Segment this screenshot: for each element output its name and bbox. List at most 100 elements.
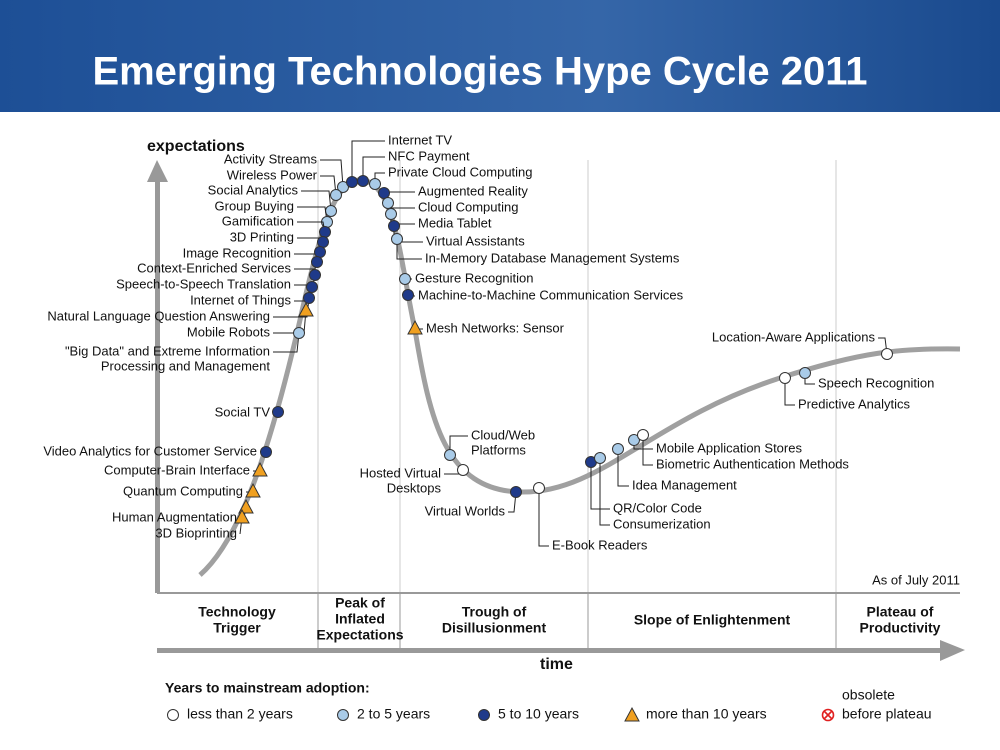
circle-marker (317, 236, 329, 248)
label: Cloud/Web (471, 427, 535, 442)
header-band (0, 0, 1000, 112)
leader-line (617, 449, 629, 487)
circle-marker (337, 709, 349, 721)
title: Emerging Technologies Hype Cycle 2011 (92, 50, 867, 94)
circle-marker (311, 256, 323, 268)
label: Disillusionment (442, 620, 547, 636)
label: Idea Management (632, 477, 737, 492)
leader-line (362, 156, 385, 181)
label: Internet of Things (190, 292, 291, 307)
leader-line (599, 458, 610, 526)
label: Consumerization (613, 516, 711, 531)
label: Desktops (387, 480, 442, 495)
label: Speech-to-Speech Translation (116, 276, 291, 291)
label: Biometric Authentication Methods (656, 456, 849, 471)
circle-marker (260, 446, 272, 458)
circle-marker (510, 486, 522, 498)
circle-marker (382, 197, 394, 209)
label: Cloud Computing (418, 199, 518, 214)
label: Human Augmentation (112, 509, 237, 524)
label: Productivity (860, 620, 941, 636)
triangle-marker (238, 498, 254, 514)
circle-marker (612, 443, 624, 455)
circle-marker (881, 348, 893, 360)
label: obsolete (842, 687, 895, 703)
label: "Big Data" and Extreme Information (65, 343, 270, 358)
circle-marker (303, 292, 315, 304)
label: less than 2 years (187, 706, 293, 722)
label: E-Book Readers (552, 537, 648, 552)
label: Expectations (316, 627, 403, 643)
circle-marker (330, 189, 342, 201)
circle-marker (402, 289, 414, 301)
label: before plateau (842, 706, 932, 722)
leader-line (301, 190, 332, 212)
axes (147, 160, 965, 661)
label: Virtual Worlds (425, 503, 506, 518)
circle-marker (388, 220, 400, 232)
leader-line (449, 435, 468, 455)
note: As of July 2011 (872, 572, 960, 587)
label: Hosted Virtual (360, 465, 442, 480)
label: 3D Bioprinting (155, 525, 237, 540)
leader-line (273, 297, 310, 318)
circle-marker (385, 208, 397, 220)
label: Inflated (335, 611, 385, 627)
circle-marker (325, 205, 337, 217)
leader-line (320, 175, 337, 196)
legend-title: Years to mainstream adoption: (165, 680, 370, 696)
circle-marker (309, 269, 321, 281)
label: Video Analytics for Customer Service (43, 443, 257, 458)
label: 5 to 10 years (498, 706, 579, 722)
label: Platforms (471, 442, 526, 457)
label: Gesture Recognition (415, 270, 534, 285)
label: 2 to 5 years (357, 706, 430, 722)
circle-marker (457, 464, 469, 476)
label: Computer-Brain Interface (104, 462, 250, 477)
circle-marker (306, 281, 318, 293)
leader-line (590, 462, 610, 510)
label: Speech Recognition (818, 375, 934, 390)
circle-marker (533, 482, 545, 494)
label: Processing and Management (101, 358, 270, 373)
circle-marker (272, 406, 284, 418)
circle-marker (628, 434, 640, 446)
circle-marker (346, 176, 358, 188)
label: 3D Printing (230, 229, 294, 244)
label: Augmented Reality (418, 183, 528, 198)
label: Mobile Application Stores (656, 440, 802, 455)
circle-marker (478, 709, 490, 721)
leader-line (351, 140, 385, 182)
triangle-marker (407, 319, 423, 335)
label: Mobile Robots (187, 324, 271, 339)
leader-line (320, 159, 344, 188)
label: In-Memory Database Management Systems (425, 250, 680, 265)
circle-marker (314, 246, 326, 258)
label: QR/Color Code (613, 500, 702, 515)
label: Social TV (215, 404, 271, 419)
label: Technology (198, 604, 276, 620)
obsolete-cross (823, 710, 833, 720)
circle-marker (357, 175, 369, 187)
label: Gamification (222, 213, 294, 228)
x-axis-label: time (540, 656, 573, 673)
label: Virtual Assistants (426, 233, 525, 248)
triangle-marker (624, 706, 640, 722)
circle-marker (391, 233, 403, 245)
leader-line (396, 239, 422, 260)
triangle-marker (234, 508, 250, 524)
label: Location-Aware Applications (712, 329, 876, 344)
label: Activity Streams (224, 151, 318, 166)
circle-marker (337, 181, 349, 193)
label: Predictive Analytics (798, 396, 910, 411)
circle-marker (637, 429, 649, 441)
circle-marker (779, 372, 791, 384)
label: Plateau of (867, 604, 934, 620)
leader-line (538, 488, 549, 547)
circle-marker (293, 327, 305, 339)
label: Private Cloud Computing (388, 164, 533, 179)
label: Image Recognition (183, 245, 291, 260)
circle-marker (319, 226, 331, 238)
circle-marker (799, 367, 811, 379)
